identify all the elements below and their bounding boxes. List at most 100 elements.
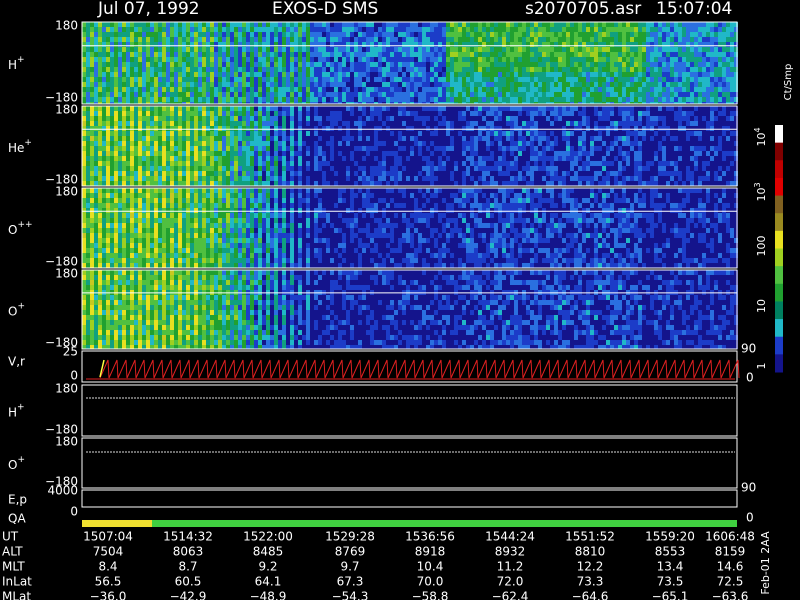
spectrogram-cell	[434, 97, 438, 102]
spectrogram-cell	[162, 22, 166, 27]
spectrogram-cell	[294, 181, 298, 186]
spectrogram-cell	[438, 171, 442, 176]
spectrogram-cell	[306, 102, 310, 104]
spectrogram-cell	[322, 181, 326, 186]
spectrogram-cell	[150, 92, 154, 97]
spectrogram-cell	[418, 146, 422, 151]
spectrogram-cell	[270, 171, 274, 176]
instrument: EXOS-D SMS	[272, 0, 378, 19]
spectrogram-cell	[474, 67, 478, 72]
spectrogram-cell	[254, 146, 258, 151]
spectrogram-cell	[730, 87, 734, 92]
spectrogram-cell	[674, 32, 678, 37]
spectrogram-cell	[350, 141, 354, 146]
spectrogram-cell	[566, 166, 570, 171]
spectrogram-cell	[270, 57, 274, 62]
spectrogram-cell	[82, 67, 86, 72]
spectrogram-cell	[206, 67, 210, 72]
spectrogram-cell	[330, 67, 334, 72]
spectrogram-cell	[510, 121, 514, 126]
spectrogram-cell	[690, 37, 694, 42]
spectrogram-cell	[114, 161, 118, 166]
spectrogram-cell	[410, 166, 414, 171]
spectrogram-cell	[550, 156, 554, 161]
spectrogram-cell	[274, 126, 278, 131]
spectrogram-cell	[714, 42, 718, 47]
spectrogram-cell	[374, 37, 378, 42]
spectrogram-cell	[366, 141, 370, 146]
spectrogram-cell	[686, 72, 690, 77]
spectrogram-cell	[690, 92, 694, 97]
spectrogram-cell	[410, 136, 414, 141]
spectrogram-cell	[154, 92, 158, 97]
spectrogram-cell	[154, 47, 158, 52]
spectrogram-cell	[446, 151, 450, 156]
spectrogram-cell	[270, 151, 274, 156]
spectrogram-cell	[606, 126, 610, 131]
spectrogram-cell	[274, 161, 278, 166]
spectrogram-cell	[514, 47, 518, 52]
spectrogram-cell	[114, 57, 118, 62]
spectrogram-cell	[126, 161, 130, 166]
spectrogram-cell	[358, 181, 362, 186]
spectrogram-cell	[514, 151, 518, 156]
spectrogram-cell	[402, 37, 406, 42]
spectrogram-cell	[522, 32, 526, 37]
spectrogram-cell	[486, 92, 490, 97]
spectrogram-cell	[602, 97, 606, 102]
spectrogram-cell	[458, 27, 462, 32]
spectrogram-cell	[550, 161, 554, 166]
spectrogram-cell	[610, 166, 614, 171]
spectrogram-cell	[190, 181, 194, 186]
spectrogram-cell	[278, 121, 282, 126]
spectrogram-cell	[606, 111, 610, 116]
spectrogram-cell	[190, 82, 194, 87]
spectrogram-cell	[102, 82, 106, 87]
spectrogram-cell	[242, 72, 246, 77]
spectrogram-cell	[278, 146, 282, 151]
spectrogram-cell	[538, 62, 542, 67]
spectrogram-cell	[626, 156, 630, 161]
spectrogram-cell	[526, 87, 530, 92]
spectrogram-cell	[634, 92, 638, 97]
spectrogram-cell	[522, 42, 526, 47]
spectrogram-cell	[730, 72, 734, 77]
spectrogram-cell	[554, 77, 558, 82]
spectrogram-cell	[122, 111, 126, 116]
spectrogram-cell	[502, 37, 506, 42]
spectrogram-cell	[182, 42, 186, 47]
spectrogram-cell	[506, 176, 510, 181]
spectrogram-cell	[614, 52, 618, 57]
spectrogram-cell	[266, 32, 270, 37]
spectrogram-cell	[350, 77, 354, 82]
spectrogram-cell	[194, 52, 198, 57]
spectrogram-cell	[446, 181, 450, 186]
spectrogram-cell	[414, 72, 418, 77]
spectrogram-cell	[586, 111, 590, 116]
spectrogram-cell	[642, 77, 646, 82]
spectrogram-cell	[170, 106, 174, 111]
spectrogram-cell	[730, 42, 734, 47]
spectrogram-cell	[406, 47, 410, 52]
spectrogram-cell	[330, 42, 334, 47]
spectrogram-cell	[450, 171, 454, 176]
spectrogram-cell	[478, 42, 482, 47]
spectrogram-cell	[222, 82, 226, 87]
spectrogram-cell	[162, 32, 166, 37]
spectrogram-cell	[330, 166, 334, 171]
spectrogram-cell	[234, 136, 238, 141]
spectrogram-cell	[546, 181, 550, 186]
spectrogram-cell	[510, 176, 514, 181]
spectrogram-cell	[218, 87, 222, 92]
spectrogram-cell	[470, 171, 474, 176]
spectrogram-cell	[502, 121, 506, 126]
spectrogram-cell	[462, 111, 466, 116]
spectrogram-cell	[306, 27, 310, 32]
spectrogram-cell	[266, 42, 270, 47]
spectrogram-cell	[210, 111, 214, 116]
spectrogram-cell	[130, 126, 134, 131]
spectrogram-cell	[498, 136, 502, 141]
spectrogram-cell	[326, 62, 330, 67]
spectrogram-cell	[410, 161, 414, 166]
spectrogram-cell	[370, 52, 374, 57]
